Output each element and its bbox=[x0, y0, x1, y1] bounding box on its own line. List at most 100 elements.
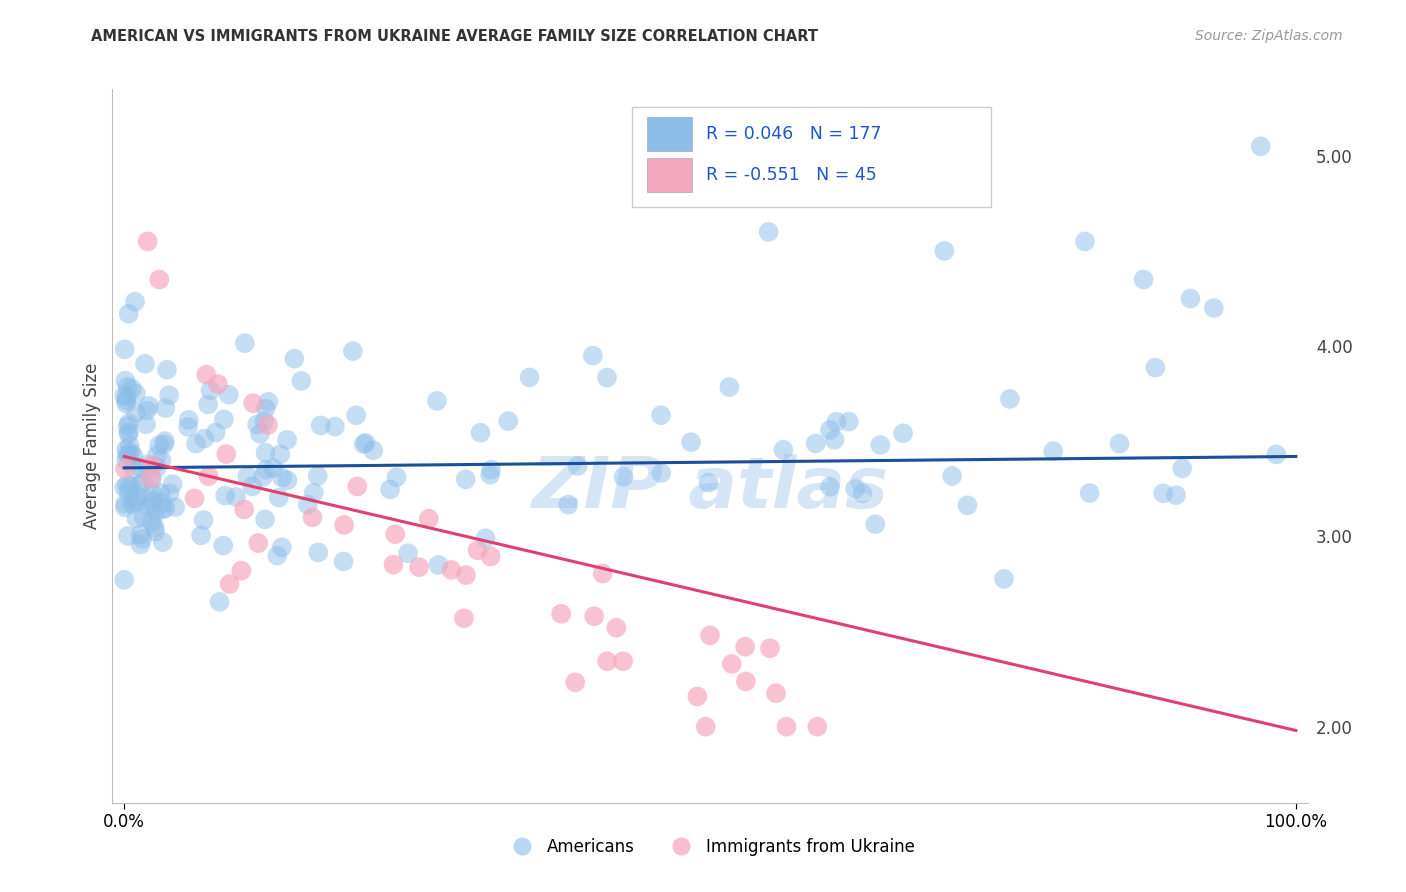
Point bbox=[851, 486, 873, 500]
Point bbox=[557, 498, 579, 512]
Point bbox=[124, 294, 146, 309]
Point bbox=[361, 443, 384, 458]
Point bbox=[818, 480, 841, 494]
Point bbox=[257, 417, 280, 432]
Point bbox=[141, 492, 163, 507]
Point bbox=[208, 595, 231, 609]
Point bbox=[139, 471, 162, 485]
Point bbox=[197, 397, 219, 411]
Point bbox=[218, 387, 240, 401]
Point bbox=[177, 413, 200, 427]
Point bbox=[470, 425, 492, 440]
Point bbox=[148, 272, 170, 286]
Point bbox=[177, 420, 200, 434]
Point bbox=[254, 401, 277, 416]
Point bbox=[1144, 360, 1167, 375]
Point bbox=[396, 546, 419, 560]
Point bbox=[117, 484, 139, 499]
Point bbox=[1108, 436, 1130, 450]
Point bbox=[283, 351, 305, 366]
Point bbox=[121, 382, 143, 396]
Point bbox=[550, 607, 572, 621]
Point bbox=[290, 374, 312, 388]
Point bbox=[141, 458, 163, 473]
Point bbox=[824, 433, 846, 447]
Point bbox=[115, 453, 138, 467]
Point bbox=[941, 469, 963, 483]
Point bbox=[1202, 301, 1225, 315]
Point bbox=[519, 370, 541, 384]
Point bbox=[695, 720, 717, 734]
Point bbox=[141, 472, 163, 486]
Point bbox=[183, 491, 205, 506]
Point bbox=[141, 486, 163, 500]
Point bbox=[1078, 486, 1101, 500]
Point bbox=[353, 437, 375, 451]
Point bbox=[157, 388, 180, 402]
Point bbox=[697, 475, 720, 490]
Point bbox=[150, 502, 173, 516]
Point bbox=[118, 448, 141, 462]
Point bbox=[592, 566, 614, 581]
Point bbox=[138, 399, 160, 413]
Point bbox=[200, 384, 222, 398]
FancyBboxPatch shape bbox=[633, 107, 991, 207]
Point bbox=[117, 529, 139, 543]
Point bbox=[114, 500, 136, 515]
Point bbox=[596, 654, 619, 668]
Point bbox=[129, 477, 152, 491]
Point bbox=[152, 496, 174, 510]
Point bbox=[891, 426, 914, 441]
Point bbox=[998, 392, 1021, 406]
Text: AMERICAN VS IMMIGRANTS FROM UKRAINE AVERAGE FAMILY SIZE CORRELATION CHART: AMERICAN VS IMMIGRANTS FROM UKRAINE AVER… bbox=[91, 29, 818, 44]
Point bbox=[117, 419, 139, 434]
Point bbox=[804, 436, 827, 450]
Text: ZIP atlas: ZIP atlas bbox=[531, 454, 889, 524]
Point bbox=[759, 641, 782, 656]
Point bbox=[479, 467, 502, 482]
Point bbox=[479, 549, 502, 564]
Point bbox=[115, 442, 138, 457]
Point bbox=[143, 520, 166, 534]
Point bbox=[165, 500, 187, 514]
Point bbox=[262, 461, 284, 475]
Point bbox=[605, 621, 627, 635]
Point bbox=[1171, 461, 1194, 475]
Point bbox=[323, 419, 346, 434]
Point bbox=[120, 445, 142, 459]
Point bbox=[141, 515, 163, 529]
Point bbox=[135, 403, 157, 417]
Point bbox=[385, 470, 408, 484]
Point bbox=[193, 432, 215, 446]
Point bbox=[564, 675, 586, 690]
Point bbox=[115, 478, 138, 492]
Point bbox=[382, 558, 405, 572]
Point bbox=[131, 532, 153, 546]
Point bbox=[120, 479, 142, 493]
Point bbox=[1180, 292, 1202, 306]
Point bbox=[384, 527, 406, 541]
Point bbox=[297, 498, 319, 512]
Point bbox=[162, 477, 184, 491]
Point bbox=[117, 425, 139, 439]
Point bbox=[122, 462, 145, 476]
Point bbox=[408, 560, 430, 574]
Point bbox=[775, 720, 797, 734]
Point bbox=[718, 380, 741, 394]
Point bbox=[233, 336, 256, 351]
Point bbox=[567, 458, 589, 473]
Point bbox=[1265, 447, 1288, 461]
Point bbox=[1250, 139, 1272, 153]
Point bbox=[132, 510, 155, 524]
Point bbox=[734, 640, 756, 654]
Point bbox=[118, 416, 141, 430]
Point bbox=[122, 449, 145, 463]
Point bbox=[121, 497, 143, 511]
Point bbox=[467, 543, 489, 558]
Point bbox=[765, 686, 787, 700]
Point bbox=[838, 415, 860, 429]
Point bbox=[207, 377, 229, 392]
Point bbox=[125, 406, 148, 420]
Point bbox=[112, 389, 135, 403]
Point bbox=[686, 690, 709, 704]
